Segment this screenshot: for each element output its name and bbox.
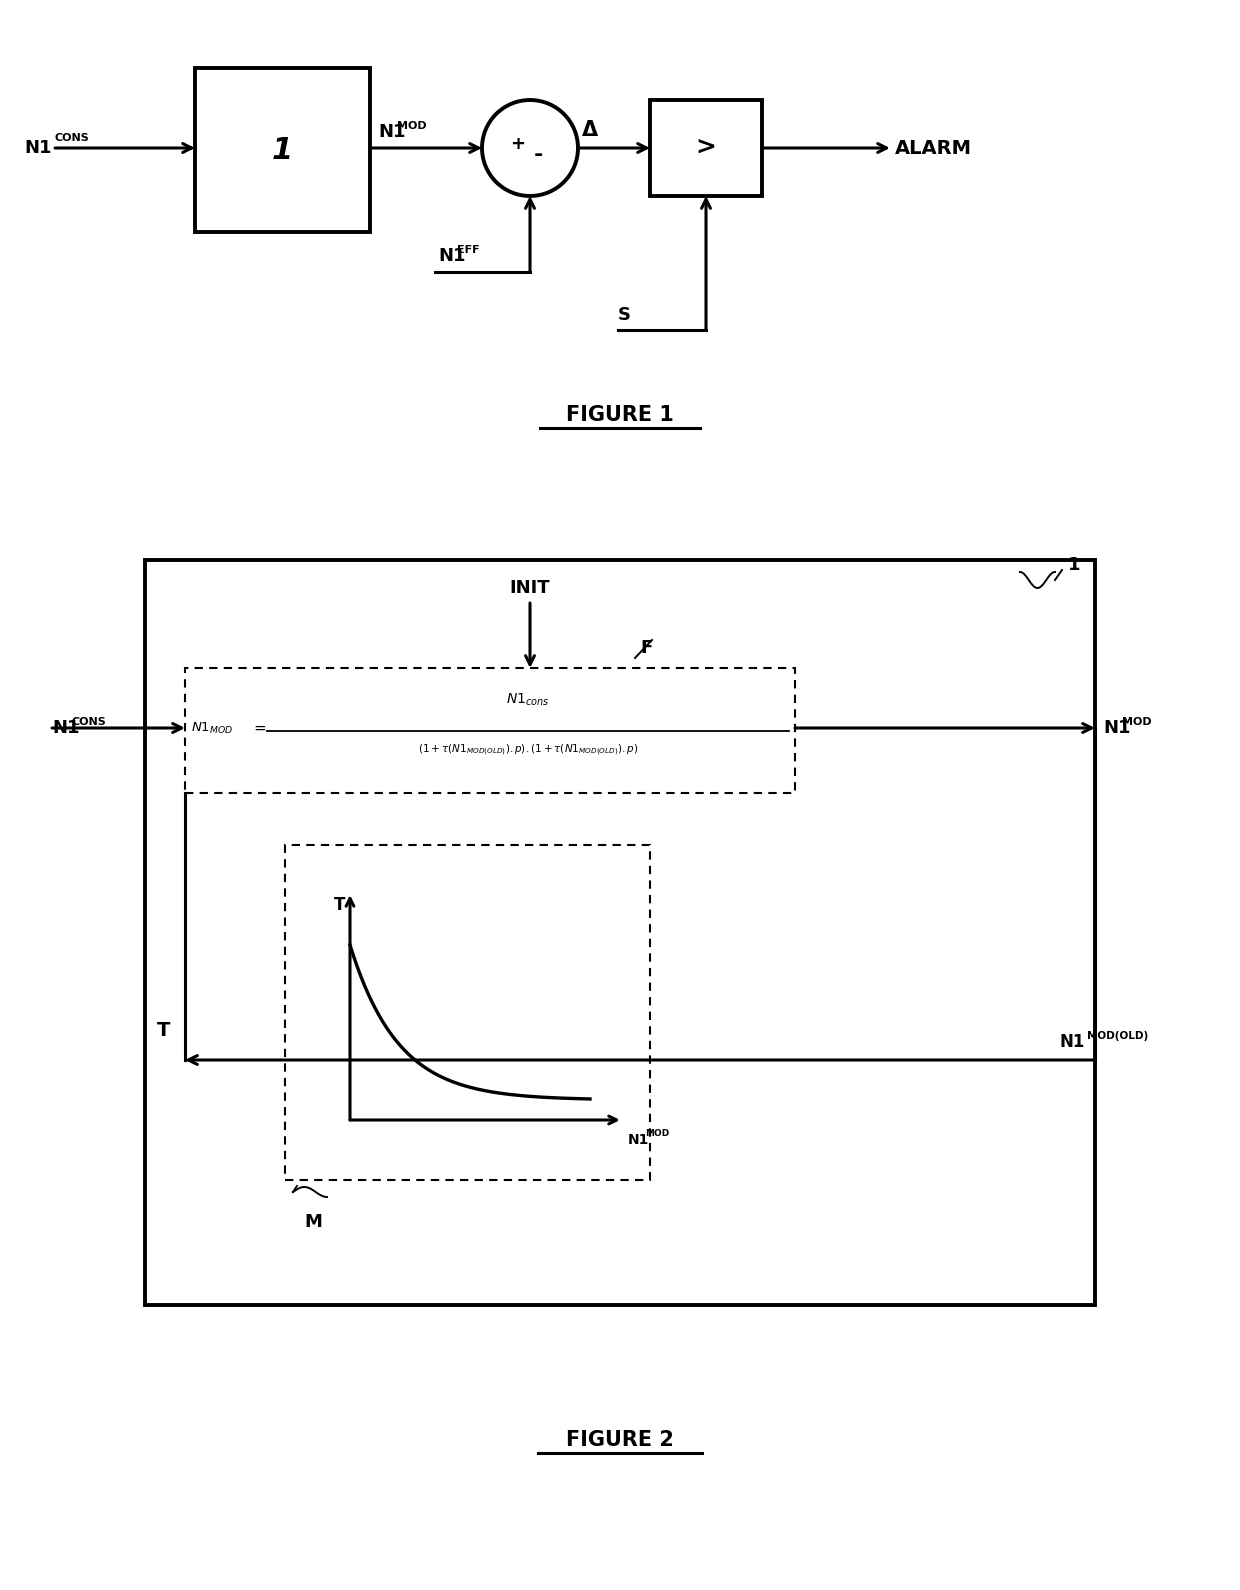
- Text: FIGURE 2: FIGURE 2: [567, 1429, 673, 1450]
- Text: S: S: [618, 305, 631, 324]
- Bar: [185, 668, 795, 793]
- Text: CONS: CONS: [71, 717, 105, 727]
- Text: ALARM: ALARM: [895, 138, 972, 157]
- Text: EFF: EFF: [458, 245, 480, 254]
- Bar: [285, 844, 650, 1180]
- Text: CONS: CONS: [55, 134, 89, 143]
- Text: T: T: [157, 1021, 171, 1040]
- Bar: [145, 560, 1095, 1305]
- Text: N1: N1: [1060, 1034, 1085, 1051]
- Text: =: =: [253, 720, 265, 736]
- Text: MOD(OLD): MOD(OLD): [1087, 1030, 1148, 1041]
- Text: >: >: [696, 137, 717, 161]
- Text: Δ: Δ: [582, 119, 598, 140]
- Text: T: T: [334, 897, 345, 914]
- Text: 1: 1: [272, 135, 293, 164]
- Text: F: F: [640, 639, 652, 657]
- Text: $\mathit{N1_{MOD}}$: $\mathit{N1_{MOD}}$: [191, 720, 233, 736]
- Text: N1: N1: [52, 719, 79, 738]
- Text: 1: 1: [1068, 556, 1080, 574]
- Text: $\mathit{N1_{cons}}$: $\mathit{N1_{cons}}$: [506, 692, 549, 708]
- Text: MOD: MOD: [645, 1129, 670, 1138]
- Text: N1: N1: [25, 138, 52, 157]
- Text: N1: N1: [378, 122, 405, 142]
- Circle shape: [482, 100, 578, 196]
- Text: M: M: [304, 1213, 322, 1231]
- Text: N1: N1: [438, 246, 465, 266]
- Text: -: -: [533, 145, 543, 165]
- Text: N1: N1: [627, 1134, 650, 1146]
- Text: N1: N1: [1104, 719, 1131, 738]
- Text: +: +: [511, 135, 526, 153]
- Bar: [650, 100, 763, 196]
- Text: $\mathit{(1+\tau(N1_{MOD(OLD)}).p).(1+\tau(N1_{MOD(OLD)}).p)}$: $\mathit{(1+\tau(N1_{MOD(OLD)}).p).(1+\t…: [418, 743, 639, 758]
- Text: MOD: MOD: [397, 121, 427, 130]
- Text: MOD: MOD: [1122, 717, 1152, 727]
- Text: FIGURE 1: FIGURE 1: [567, 405, 673, 425]
- Bar: [195, 68, 370, 232]
- Text: INIT: INIT: [510, 579, 551, 596]
